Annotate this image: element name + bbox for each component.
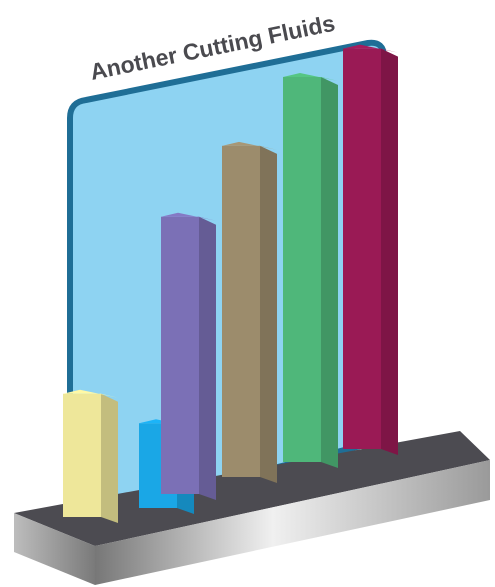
bar-front-face (283, 77, 321, 462)
platform-side (95, 460, 490, 585)
bar-front-face (161, 216, 199, 495)
bar-top-face (63, 389, 118, 398)
platform-front (14, 513, 95, 585)
bar-top-face (161, 212, 216, 221)
bar-side-face (321, 77, 338, 468)
bar-side-face (101, 393, 118, 523)
bar-6 (343, 44, 398, 455)
bar-top-face (283, 73, 338, 81)
bar-side-face (381, 48, 398, 455)
bar-series (63, 44, 398, 523)
chart-platform (14, 431, 490, 585)
bar-5 (283, 73, 338, 468)
bar-front-face (343, 48, 381, 449)
bar-front-face (222, 145, 260, 477)
bar-4 (222, 141, 277, 483)
bar-side-face (199, 216, 216, 501)
bar-top-face (222, 141, 277, 150)
platform-top (14, 431, 490, 546)
bar-side-face (260, 145, 277, 483)
bar-1 (63, 389, 118, 523)
bar-top-face (343, 44, 398, 53)
bar-front-face (63, 393, 101, 517)
bar-3 (161, 212, 216, 501)
